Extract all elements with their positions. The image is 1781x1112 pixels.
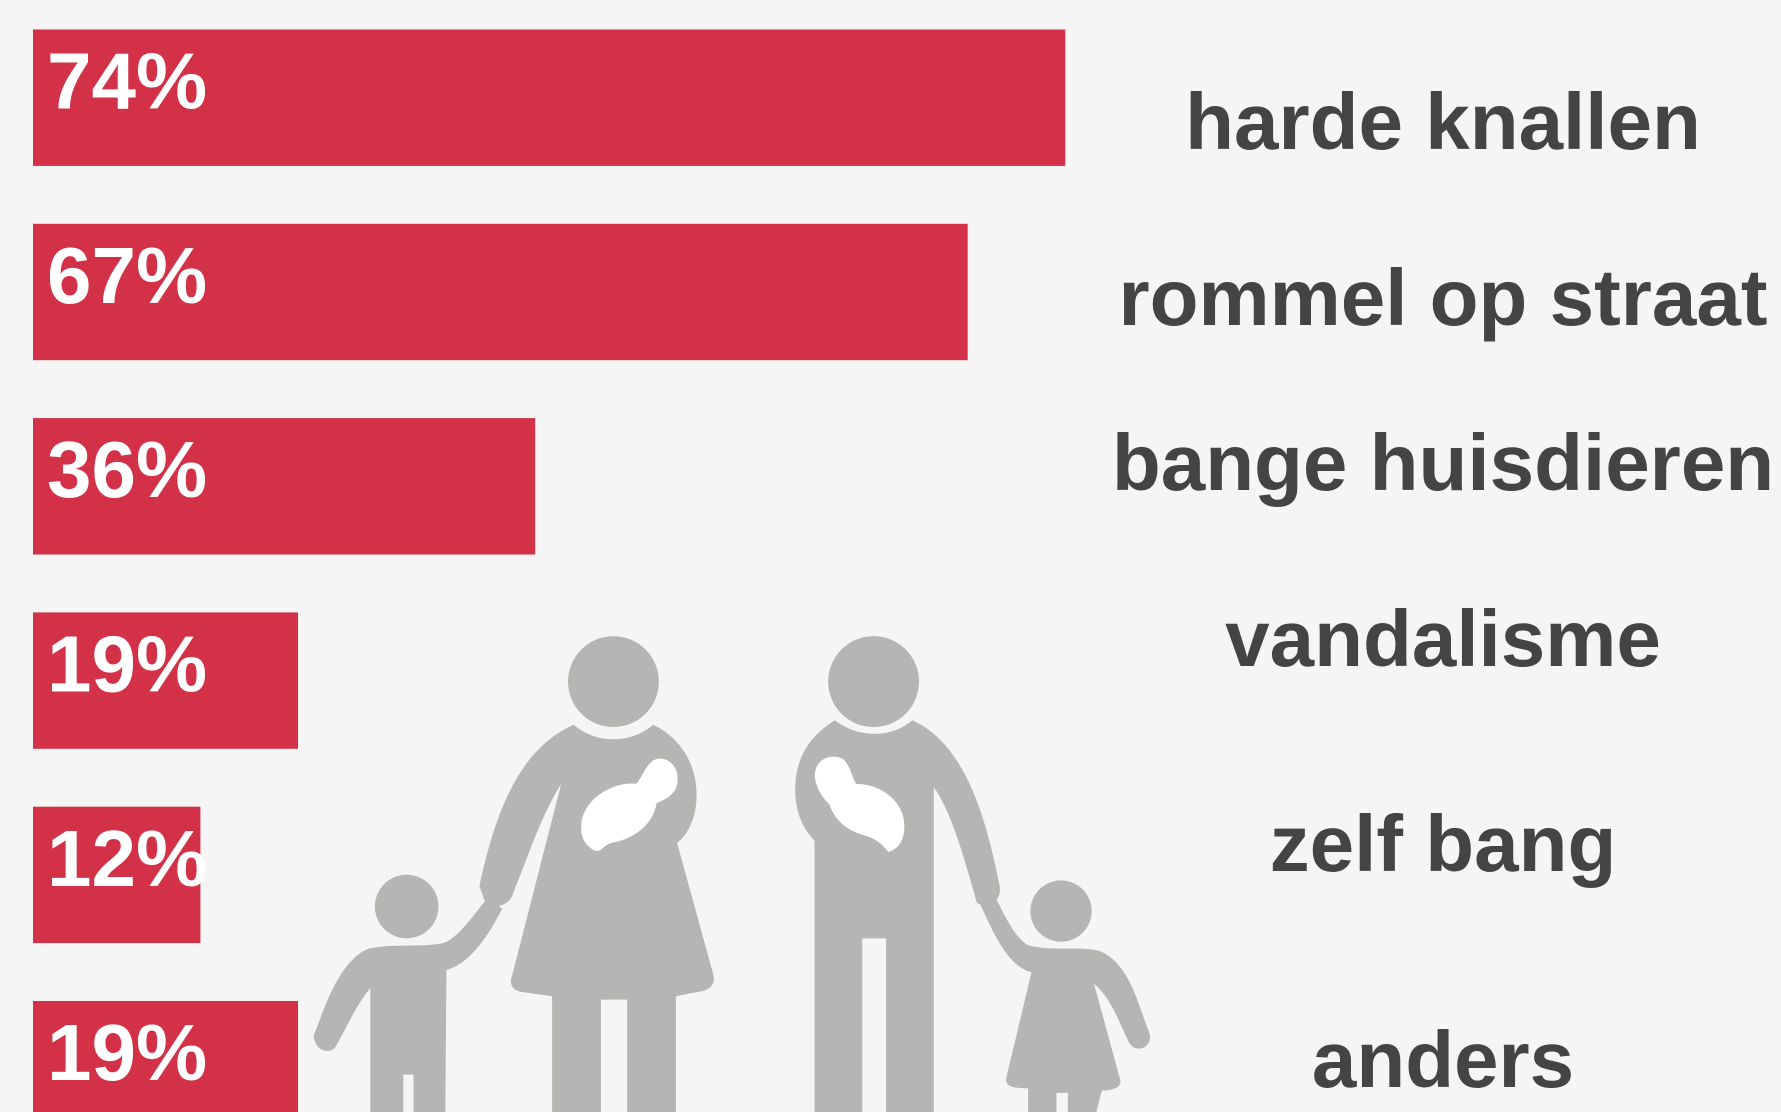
category-label: harde knallen bbox=[1185, 77, 1701, 166]
bar bbox=[33, 806, 201, 944]
value-label: 36% bbox=[47, 425, 207, 514]
bar bbox=[33, 223, 968, 361]
category-label: rommel op straat bbox=[1118, 253, 1767, 342]
value-label: 74% bbox=[47, 37, 207, 126]
family-icon bbox=[313, 636, 1151, 1112]
value-label: 19% bbox=[47, 620, 207, 709]
bar bbox=[33, 418, 536, 555]
bar bbox=[33, 1001, 299, 1112]
value-label: 12% bbox=[47, 814, 207, 903]
category-label: bange huisdieren bbox=[1112, 418, 1774, 507]
category-label: anders bbox=[1312, 1015, 1574, 1104]
category-label: zelf bang bbox=[1270, 799, 1617, 888]
value-label: 67% bbox=[47, 231, 207, 320]
bar bbox=[33, 29, 1066, 166]
category-label: vandalisme bbox=[1225, 594, 1661, 683]
value-label: 19% bbox=[47, 1008, 207, 1097]
bar bbox=[33, 612, 299, 749]
